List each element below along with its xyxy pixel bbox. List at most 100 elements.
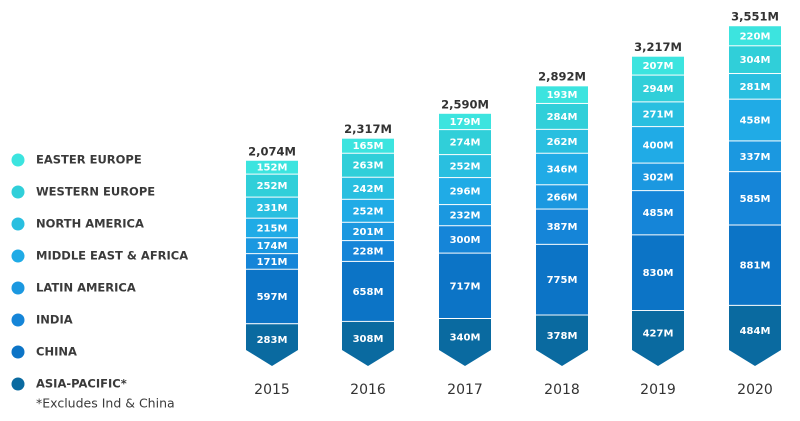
bar-segment	[632, 311, 684, 366]
bar-segment	[246, 238, 298, 254]
bar-segment	[729, 225, 781, 305]
segment-label: 427M	[643, 329, 674, 340]
segment-label: 242M	[353, 184, 384, 195]
legend-swatch	[11, 377, 25, 391]
bar-segment	[439, 253, 491, 318]
legend-swatch	[11, 345, 25, 359]
bar-segment	[729, 172, 781, 225]
segment-label: 171M	[257, 257, 288, 268]
segment-label: 387M	[547, 222, 578, 233]
bar-segment	[729, 46, 781, 74]
segment-label: 228M	[353, 247, 384, 258]
segment-label: 232M	[450, 211, 481, 222]
bar-segment	[632, 163, 684, 191]
bar-segment	[246, 269, 298, 324]
legend-swatch	[11, 153, 25, 167]
x-tick-label: 2018	[544, 382, 580, 398]
segment-label: 220M	[740, 31, 771, 42]
segment-label: 207M	[643, 61, 674, 72]
bar-segment	[439, 226, 491, 253]
bar-segment	[632, 191, 684, 235]
total-label: 2,892M	[538, 70, 586, 84]
bar-segment	[246, 160, 298, 174]
bar-segment	[536, 103, 588, 129]
bar-segment	[632, 75, 684, 102]
total-label: 3,217M	[634, 40, 682, 54]
segment-label: 340M	[450, 332, 481, 343]
segment-label: 302M	[643, 172, 674, 183]
segment-label: 215M	[257, 223, 288, 234]
legend-swatch	[11, 313, 25, 327]
legend-label: INDIA	[36, 313, 73, 327]
legend-swatch	[11, 185, 25, 199]
bar-segment	[342, 199, 394, 222]
bar-segment	[536, 315, 588, 366]
bar-segment	[632, 235, 684, 311]
segment-label: 337M	[740, 152, 771, 163]
bar-segment	[439, 178, 491, 205]
segment-label: 658M	[353, 287, 384, 298]
bar-segment	[439, 318, 491, 366]
bar-segment	[536, 86, 588, 103]
bar-segment	[246, 174, 298, 197]
legend-label: WESTERN EUROPE	[36, 185, 155, 199]
bar-segment	[246, 254, 298, 269]
legend-label: CHINA	[36, 345, 77, 359]
segment-label: 252M	[353, 206, 384, 217]
legend-swatch	[11, 249, 25, 263]
total-label: 2,317M	[344, 122, 392, 136]
bar-segment	[439, 205, 491, 226]
segment-label: 346M	[547, 165, 578, 176]
segment-label: 717M	[450, 281, 481, 292]
segment-label: 304M	[740, 55, 771, 66]
bar-segment	[439, 130, 491, 155]
legend-swatch	[11, 281, 25, 295]
segment-label: 296M	[450, 187, 481, 198]
bar-segment	[536, 244, 588, 315]
bar-segment	[729, 305, 781, 366]
bar-segment	[729, 99, 781, 141]
bar-segment	[632, 127, 684, 163]
bar-segment	[342, 321, 394, 366]
segment-label: 485M	[643, 208, 674, 219]
total-label: 2,074M	[248, 144, 296, 158]
segment-label: 152M	[257, 163, 288, 174]
segment-label: 458M	[740, 116, 771, 127]
bar-segment	[342, 153, 394, 177]
bar-segment	[729, 26, 781, 46]
segment-label: 252M	[257, 181, 288, 192]
segment-label: 294M	[643, 84, 674, 95]
segment-label: 274M	[450, 138, 481, 149]
segment-label: 284M	[547, 112, 578, 123]
bar-segment	[246, 324, 298, 366]
segment-label: 585M	[740, 194, 771, 205]
x-tick-label: 2017	[447, 382, 483, 398]
bar-segment	[536, 185, 588, 209]
bar-segment	[536, 209, 588, 244]
legend-label: NORTH AMERICA	[36, 217, 144, 231]
bar-segment	[729, 141, 781, 172]
segment-label: 201M	[353, 227, 384, 238]
bar-segment	[342, 222, 394, 241]
legend-label: LATIN AMERICA	[36, 281, 136, 295]
segment-label: 193M	[547, 90, 578, 101]
segment-label: 378M	[547, 331, 578, 342]
segment-label: 174M	[257, 241, 288, 252]
segment-label: 308M	[353, 334, 384, 345]
bar-segment	[439, 113, 491, 130]
segment-label: 271M	[643, 110, 674, 121]
total-label: 3,551M	[731, 10, 779, 24]
bar-segment	[246, 197, 298, 218]
legend-label: EASTER EUROPE	[36, 153, 142, 167]
bar-segment	[246, 218, 298, 238]
segment-label: 775M	[547, 275, 578, 286]
segment-label: 597M	[257, 292, 288, 303]
segment-label: 484M	[740, 326, 771, 337]
total-label: 2,590M	[441, 97, 489, 111]
segment-label: 266M	[547, 192, 578, 203]
segment-label: 281M	[740, 82, 771, 93]
x-tick-label: 2016	[350, 382, 386, 398]
legend-label: ASIA-PACIFIC*	[36, 377, 127, 391]
bar-segment	[536, 129, 588, 153]
segment-label: 165M	[353, 141, 384, 152]
